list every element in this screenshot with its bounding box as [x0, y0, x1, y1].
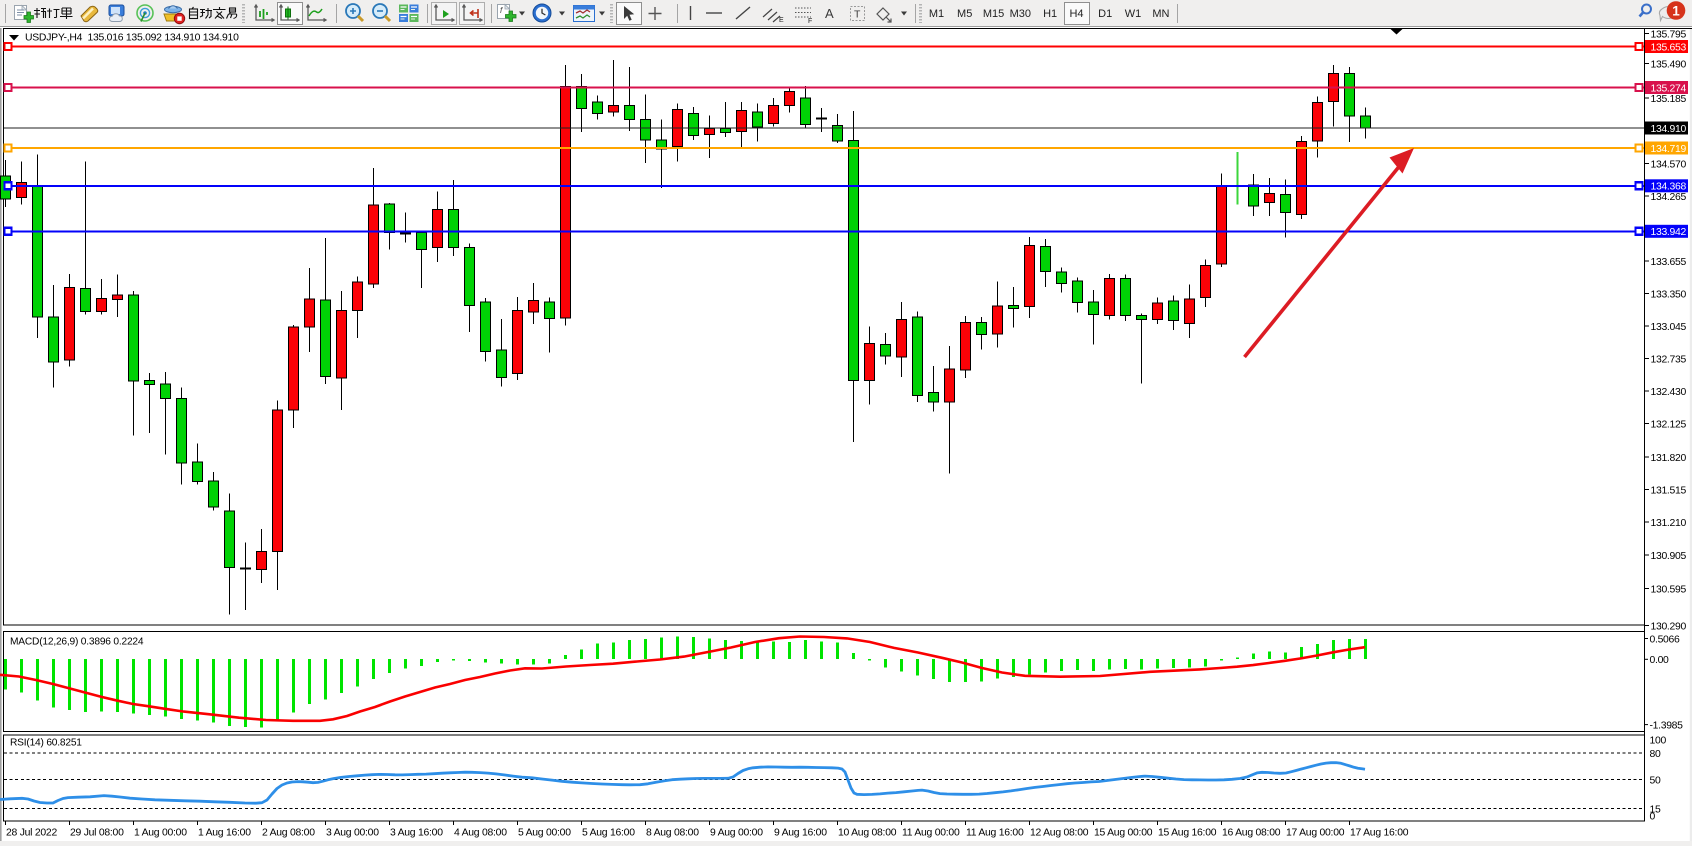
- svg-text:0.5066: 0.5066: [1650, 634, 1681, 645]
- svg-text:M5: M5: [957, 8, 972, 20]
- svg-text:3 Aug 16:00: 3 Aug 16:00: [390, 828, 443, 839]
- svg-text:134.910: 134.910: [1651, 124, 1687, 135]
- svg-text:17 Aug 16:00: 17 Aug 16:00: [1350, 828, 1409, 839]
- svg-text:2 Aug 08:00: 2 Aug 08:00: [262, 828, 315, 839]
- svg-text:8 Aug 08:00: 8 Aug 08:00: [646, 828, 699, 839]
- svg-text:5 Aug 16:00: 5 Aug 16:00: [582, 828, 635, 839]
- svg-text:135.795: 135.795: [1651, 29, 1687, 40]
- svg-text:130.290: 130.290: [1651, 621, 1687, 632]
- svg-text:135.490: 135.490: [1651, 59, 1687, 70]
- svg-text:0.00: 0.00: [1650, 655, 1670, 666]
- svg-text:-1.3985: -1.3985: [1650, 720, 1684, 731]
- svg-text:M1: M1: [929, 8, 944, 20]
- svg-text:M15: M15: [983, 8, 1004, 20]
- svg-text:4 Aug 08:00: 4 Aug 08:00: [454, 828, 507, 839]
- svg-text:3 Aug 00:00: 3 Aug 00:00: [326, 828, 379, 839]
- svg-text:E: E: [779, 17, 784, 24]
- svg-text:133.350: 133.350: [1651, 289, 1687, 300]
- svg-text:133.655: 133.655: [1651, 257, 1687, 268]
- svg-text:16 Aug 08:00: 16 Aug 08:00: [1222, 828, 1281, 839]
- svg-text:A: A: [825, 6, 834, 21]
- svg-text:1: 1: [1672, 4, 1680, 19]
- svg-text:28 Jul 2022: 28 Jul 2022: [6, 828, 57, 839]
- svg-text:134.570: 134.570: [1651, 159, 1687, 170]
- svg-text:132.735: 132.735: [1651, 354, 1687, 365]
- svg-text:11 Aug 00:00: 11 Aug 00:00: [902, 828, 960, 839]
- svg-text:f: f: [500, 6, 503, 15]
- svg-text:134.719: 134.719: [1651, 144, 1687, 155]
- svg-text:132.125: 132.125: [1651, 419, 1687, 430]
- svg-text:130.595: 130.595: [1651, 584, 1687, 595]
- svg-text:135.185: 135.185: [1651, 94, 1687, 105]
- svg-text:80: 80: [1650, 749, 1661, 760]
- svg-text:H4: H4: [1069, 8, 1083, 20]
- svg-text:1 Aug 00:00: 1 Aug 00:00: [134, 828, 187, 839]
- svg-text:131.210: 131.210: [1651, 518, 1687, 529]
- svg-text:15 Aug 16:00: 15 Aug 16:00: [1158, 828, 1217, 839]
- svg-text:133.942: 133.942: [1651, 227, 1687, 238]
- svg-text:0: 0: [1650, 812, 1656, 823]
- svg-text:USDJPY-,H4 135.016 135.092 13: USDJPY-,H4 135.016 135.092 134.910 134.9…: [25, 33, 239, 44]
- svg-text:131.515: 131.515: [1651, 485, 1687, 496]
- svg-text:11 Aug 16:00: 11 Aug 16:00: [966, 828, 1024, 839]
- svg-text:MACD(12,26,9) 0.3896 0.2224: MACD(12,26,9) 0.3896 0.2224: [10, 637, 144, 648]
- svg-text:1 Aug 16:00: 1 Aug 16:00: [198, 828, 251, 839]
- svg-text:10 Aug 08:00: 10 Aug 08:00: [838, 828, 897, 839]
- svg-text:134.368: 134.368: [1651, 182, 1687, 193]
- svg-text:9 Aug 16:00: 9 Aug 16:00: [774, 828, 827, 839]
- svg-text:133.045: 133.045: [1651, 322, 1687, 333]
- svg-text:T: T: [854, 9, 861, 21]
- svg-text:17 Aug 00:00: 17 Aug 00:00: [1286, 828, 1345, 839]
- svg-text:RSI(14) 60.8251: RSI(14) 60.8251: [10, 738, 82, 749]
- svg-text:9 Aug 00:00: 9 Aug 00:00: [710, 828, 763, 839]
- svg-text:5 Aug 00:00: 5 Aug 00:00: [518, 828, 571, 839]
- svg-text:MN: MN: [1152, 8, 1169, 20]
- svg-text:132.430: 132.430: [1651, 387, 1687, 398]
- svg-text:29 Jul 08:00: 29 Jul 08:00: [70, 828, 124, 839]
- svg-text:F: F: [808, 18, 812, 25]
- svg-text:134.265: 134.265: [1651, 192, 1687, 203]
- svg-text:12 Aug 08:00: 12 Aug 08:00: [1030, 828, 1089, 839]
- svg-text:H1: H1: [1043, 8, 1057, 20]
- svg-text:131.820: 131.820: [1651, 453, 1687, 464]
- svg-text:130.905: 130.905: [1651, 551, 1687, 562]
- svg-text:15: 15: [1650, 804, 1661, 815]
- svg-text:50: 50: [1650, 775, 1661, 786]
- svg-text:D1: D1: [1098, 8, 1112, 20]
- svg-text:135.274: 135.274: [1651, 83, 1687, 94]
- svg-text:M30: M30: [1010, 8, 1031, 20]
- svg-text:15 Aug 00:00: 15 Aug 00:00: [1094, 828, 1153, 839]
- svg-text:135.653: 135.653: [1651, 42, 1687, 53]
- svg-text:W1: W1: [1125, 8, 1142, 20]
- svg-text:100: 100: [1650, 735, 1667, 746]
